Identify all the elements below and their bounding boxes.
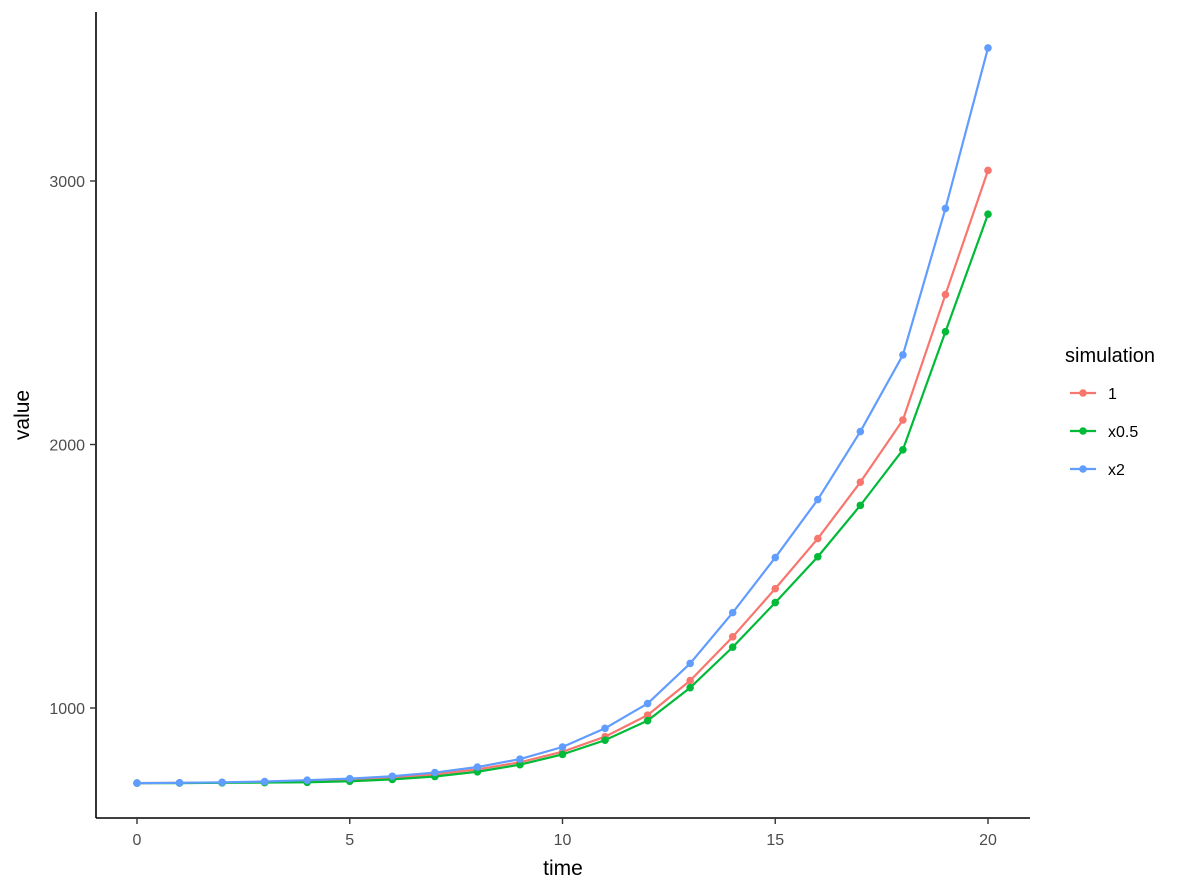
data-point <box>728 608 737 617</box>
legend-item: x2 <box>1070 462 1125 479</box>
data-point <box>771 598 780 607</box>
series-line <box>137 213 990 785</box>
data-point <box>941 327 950 336</box>
series-x0-5 <box>133 210 992 787</box>
data-point <box>643 716 652 725</box>
legend-label: x0.5 <box>1108 424 1138 441</box>
data-point <box>558 750 567 759</box>
data-point <box>686 683 694 692</box>
data-point <box>984 166 992 175</box>
data-point <box>516 760 524 769</box>
data-point <box>260 777 269 786</box>
data-point <box>941 290 950 299</box>
data-point <box>303 776 312 784</box>
y-tick-label: 1000 <box>49 701 85 718</box>
data-point <box>133 779 141 787</box>
data-point <box>856 478 865 486</box>
y-tick-label: 2000 <box>49 438 85 455</box>
legend-label: x2 <box>1108 462 1125 479</box>
legend-items: 1 x0.5 x2 <box>1070 386 1138 479</box>
data-point <box>558 743 567 751</box>
data-point <box>175 779 184 787</box>
data-point <box>899 416 907 424</box>
data-point <box>984 44 992 52</box>
series-1 <box>133 166 992 787</box>
data-point <box>728 643 737 651</box>
x-tick-label: 5 <box>345 832 354 849</box>
data-point <box>601 724 609 733</box>
data-point <box>814 534 822 543</box>
data-point <box>941 204 950 213</box>
legend-item: x0.5 <box>1070 424 1138 441</box>
data-point <box>771 584 780 593</box>
data-point <box>431 768 439 777</box>
data-point <box>686 659 694 668</box>
legend-key-point <box>1079 389 1087 397</box>
data-point <box>516 755 524 763</box>
legend-key-point <box>1079 427 1087 435</box>
data-point <box>218 778 226 787</box>
data-point <box>345 774 354 783</box>
x-tick-label: 10 <box>554 832 572 849</box>
y-ticks: 1000 2000 3000 <box>49 174 96 718</box>
legend-item: 1 <box>1070 386 1117 403</box>
data-point <box>899 351 907 359</box>
series-line <box>136 170 990 785</box>
data-point <box>856 501 865 510</box>
data-point <box>814 495 822 504</box>
data-point <box>643 711 652 719</box>
y-tick-label: 3000 <box>49 174 85 191</box>
data-point <box>686 676 694 685</box>
data-point <box>814 552 822 561</box>
data-point <box>473 763 482 771</box>
y-axis-title: value <box>11 390 34 440</box>
data-point <box>856 427 865 436</box>
data-point <box>601 736 609 744</box>
legend-title: simulation <box>1065 345 1155 367</box>
data-point <box>643 699 652 708</box>
series-x2 <box>133 44 992 787</box>
x-tick-label: 0 <box>133 832 142 849</box>
legend-label: 1 <box>1108 386 1117 403</box>
data-point <box>984 210 992 219</box>
data-point <box>728 633 737 641</box>
x-tick-label: 20 <box>979 832 997 849</box>
legend-key-point <box>1079 465 1087 473</box>
series-line <box>136 47 990 785</box>
data-point <box>388 772 397 781</box>
legend: simulation 1 x0.5 x2 <box>1065 345 1155 479</box>
data-point <box>899 445 907 454</box>
x-ticks: 0 5 10 15 20 <box>133 818 997 849</box>
data-point <box>771 553 780 562</box>
x-axis-title: time <box>543 857 583 880</box>
axes <box>95 12 1030 819</box>
series-layer <box>133 44 992 787</box>
x-tick-label: 15 <box>766 832 784 849</box>
